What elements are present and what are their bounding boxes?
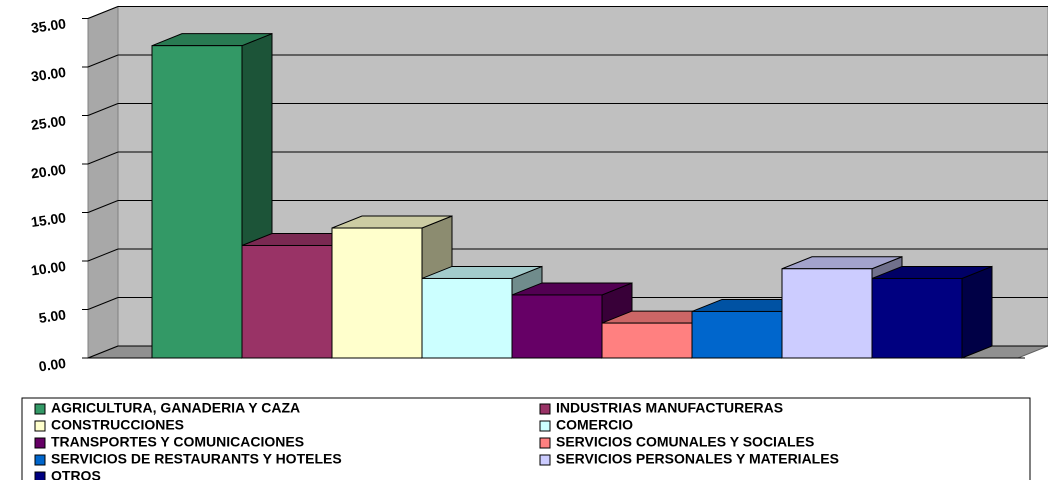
legend-swatch xyxy=(34,403,46,415)
legend xyxy=(21,397,1031,480)
legend-label: AGRICULTURA, GANADERIA Y CAZA xyxy=(51,400,300,416)
legend-swatch xyxy=(539,420,551,432)
legend-label: SERVICIOS DE RESTAURANTS Y HOTELES xyxy=(51,451,342,467)
y-tick-label: 0.00 xyxy=(38,355,67,375)
grid-line xyxy=(87,248,119,262)
legend-label: OTROS xyxy=(51,468,101,480)
y-tick-label: 5.00 xyxy=(38,306,67,326)
bar xyxy=(511,294,603,359)
y-tick-label: 15.00 xyxy=(30,209,67,230)
grid-line xyxy=(87,345,119,359)
legend-label: CONSTRUCCIONES xyxy=(51,417,184,433)
legend-swatch xyxy=(539,454,551,466)
bar xyxy=(601,322,693,359)
legend-label: TRANSPORTES Y COMUNICACIONES xyxy=(51,434,304,450)
bar xyxy=(151,45,243,359)
legend-label: INDUSTRIAS MANUFACTURERAS xyxy=(556,400,783,416)
y-tick-label: 30.00 xyxy=(30,64,67,85)
legend-swatch xyxy=(34,420,46,432)
grid-line xyxy=(87,6,119,19)
legend-swatch xyxy=(539,437,551,449)
grid-line xyxy=(87,200,119,213)
grid-line xyxy=(87,151,119,165)
bar xyxy=(781,268,873,359)
y-tick-label: 20.00 xyxy=(30,161,67,182)
side-wall xyxy=(87,5,119,359)
bar xyxy=(871,277,963,359)
bar-side xyxy=(961,265,993,359)
legend-swatch xyxy=(34,454,46,466)
y-tick-label: 10.00 xyxy=(30,258,67,279)
grid-line xyxy=(87,297,119,310)
bar xyxy=(241,244,333,359)
bar xyxy=(421,277,513,359)
legend-swatch xyxy=(539,403,551,415)
legend-label: COMERCIO xyxy=(556,417,633,433)
legend-label: SERVICIOS PERSONALES Y MATERIALES xyxy=(556,451,839,467)
legend-swatch xyxy=(34,437,46,449)
grid-line xyxy=(87,54,119,68)
bar xyxy=(331,227,423,359)
bar xyxy=(691,310,783,359)
legend-label: SERVICIOS COMUNALES Y SOCIALES xyxy=(556,434,814,450)
y-tick-label: 35.00 xyxy=(30,15,67,36)
y-tick-label: 25.00 xyxy=(30,112,67,133)
legend-swatch xyxy=(34,471,46,480)
grid-line xyxy=(87,103,119,116)
